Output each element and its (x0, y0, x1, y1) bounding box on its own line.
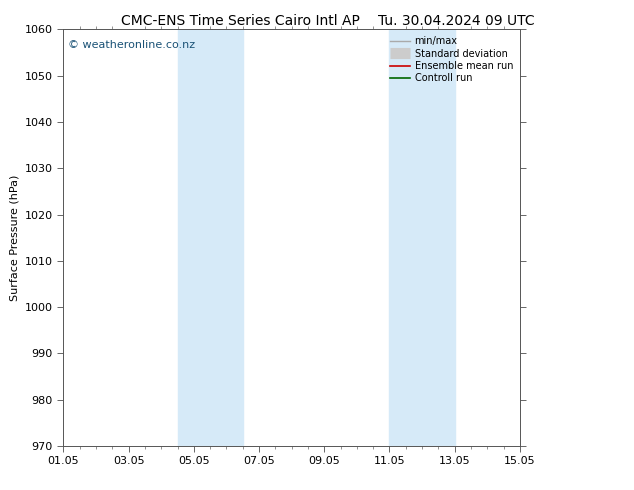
Text: Tu. 30.04.2024 09 UTC: Tu. 30.04.2024 09 UTC (378, 14, 535, 28)
Bar (178, 29, 243, 446)
Legend: min/max, Standard deviation, Ensemble mean run, Controll run: min/max, Standard deviation, Ensemble me… (388, 34, 515, 85)
Text: © weatheronline.co.nz: © weatheronline.co.nz (68, 40, 195, 50)
Y-axis label: Surface Pressure (hPa): Surface Pressure (hPa) (10, 174, 19, 301)
Bar (389, 29, 455, 446)
Text: CMC-ENS Time Series Cairo Intl AP: CMC-ENS Time Series Cairo Intl AP (122, 14, 360, 28)
